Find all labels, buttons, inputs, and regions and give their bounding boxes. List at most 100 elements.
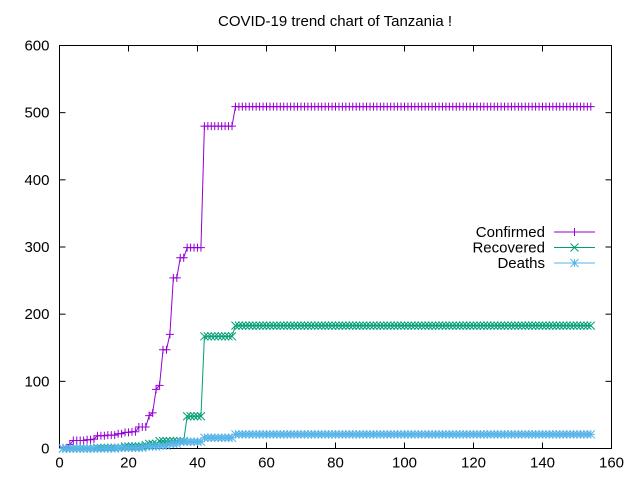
data-point [462, 321, 471, 330]
data-point [251, 321, 261, 330]
data-point [570, 228, 579, 236]
data-point [570, 258, 579, 268]
data-point [534, 321, 544, 330]
data-point [272, 321, 282, 330]
data-point [200, 331, 209, 341]
data-point [348, 321, 358, 330]
data-point [572, 321, 582, 330]
data-point [431, 321, 440, 330]
data-point [189, 411, 199, 421]
data-point [228, 122, 236, 131]
data-point [351, 321, 361, 330]
data-point [403, 321, 413, 330]
data-point [344, 321, 354, 330]
data-point [289, 321, 299, 330]
data-point [241, 321, 251, 330]
series-layer [58, 102, 596, 453]
data-point [427, 321, 437, 330]
legend-item-recovered: Recovered [472, 240, 595, 257]
data-point [131, 427, 140, 436]
data-point [162, 345, 171, 354]
y-tick-label: 500 [24, 105, 49, 122]
data-point [493, 321, 503, 330]
data-point [341, 321, 351, 330]
legend-item-confirmed: Confirmed [476, 224, 595, 241]
data-point [434, 321, 444, 330]
data-point [317, 321, 327, 330]
y-tick-label: 0 [41, 441, 49, 458]
data-point [517, 321, 527, 330]
data-point [186, 411, 195, 421]
data-point [286, 321, 296, 330]
data-point [141, 423, 150, 432]
data-point [569, 321, 578, 330]
data-point [586, 430, 596, 439]
data-point [231, 321, 240, 330]
data-point [220, 331, 230, 341]
data-point [375, 321, 385, 330]
data-point [438, 321, 447, 330]
data-point [124, 428, 133, 437]
data-point [551, 321, 561, 330]
data-point [489, 321, 499, 330]
data-point [555, 321, 565, 330]
data-point [413, 321, 423, 330]
data-point [210, 331, 220, 341]
data-point [579, 321, 589, 330]
legend-item-deaths: Deaths [497, 255, 595, 272]
data-point [455, 321, 465, 330]
y-tick-label: 200 [24, 306, 49, 323]
data-point [369, 321, 378, 330]
data-point [400, 321, 409, 330]
data-point [570, 243, 579, 252]
data-point [586, 321, 596, 330]
data-point [472, 321, 482, 330]
data-point [510, 321, 520, 330]
data-point [182, 411, 192, 421]
data-point [237, 321, 247, 330]
x-tick-label: 100 [392, 455, 417, 472]
data-point [137, 443, 147, 453]
data-point [582, 321, 592, 330]
data-point [520, 321, 530, 330]
data-point [496, 321, 506, 330]
data-point [196, 243, 205, 252]
y-tick-label: 400 [24, 172, 49, 189]
data-point [100, 431, 109, 440]
data-point [503, 321, 513, 330]
data-point [179, 253, 188, 262]
data-point [172, 273, 181, 282]
data-point [527, 321, 537, 330]
data-point [110, 431, 119, 440]
data-point [362, 321, 371, 330]
data-point [331, 321, 340, 330]
data-point [393, 321, 402, 330]
data-point [548, 321, 558, 330]
y-tick-label: 600 [24, 38, 49, 55]
data-point [451, 321, 461, 330]
x-tick-label: 160 [599, 455, 624, 472]
data-point [217, 331, 227, 341]
data-point [117, 429, 126, 438]
data-point [500, 321, 509, 330]
data-point [293, 321, 302, 330]
x-tick-label: 60 [258, 455, 275, 472]
data-point [196, 411, 206, 421]
data-point [565, 321, 575, 330]
data-point [389, 321, 399, 330]
data-point [513, 321, 523, 330]
series-line [62, 106, 591, 449]
data-point [151, 442, 161, 451]
data-point [531, 321, 540, 330]
data-point [407, 321, 416, 330]
data-point [320, 321, 330, 330]
data-point [262, 321, 271, 330]
data-point [382, 321, 392, 330]
data-point [541, 321, 551, 330]
data-point [282, 321, 292, 330]
data-point [306, 321, 316, 330]
data-point [486, 321, 496, 330]
data-point [538, 321, 547, 330]
